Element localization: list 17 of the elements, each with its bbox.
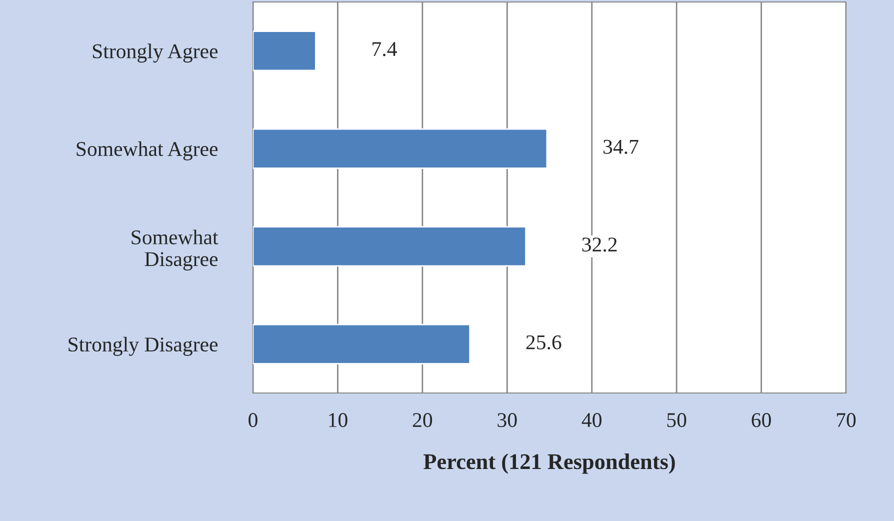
x-tick-label: 20 xyxy=(412,413,432,428)
x-tick-label: 70 xyxy=(836,413,856,428)
y-tick-label: Strongly Agree xyxy=(92,44,218,63)
data-label: 32.2 xyxy=(582,238,617,252)
x-axis-title: Percent (121 Respondents) xyxy=(424,454,675,474)
x-tick-label: 30 xyxy=(498,413,517,428)
y-tick-label: Somewhat Agree xyxy=(76,141,218,160)
y-tick-label: Somewhat Disagree xyxy=(132,230,218,270)
x-tick-label: 60 xyxy=(752,413,771,428)
x-tick-label: 40 xyxy=(582,413,602,428)
y-tick-label: Strongly Disagree xyxy=(68,336,218,356)
x-tick-label: 0 xyxy=(248,413,258,428)
x-tick-label: 10 xyxy=(329,413,348,428)
data-label: 34.7 xyxy=(604,140,638,154)
x-tick-label: 50 xyxy=(667,413,686,428)
data-label: 25.6 xyxy=(526,335,562,350)
data-label: 7.4 xyxy=(372,42,397,56)
